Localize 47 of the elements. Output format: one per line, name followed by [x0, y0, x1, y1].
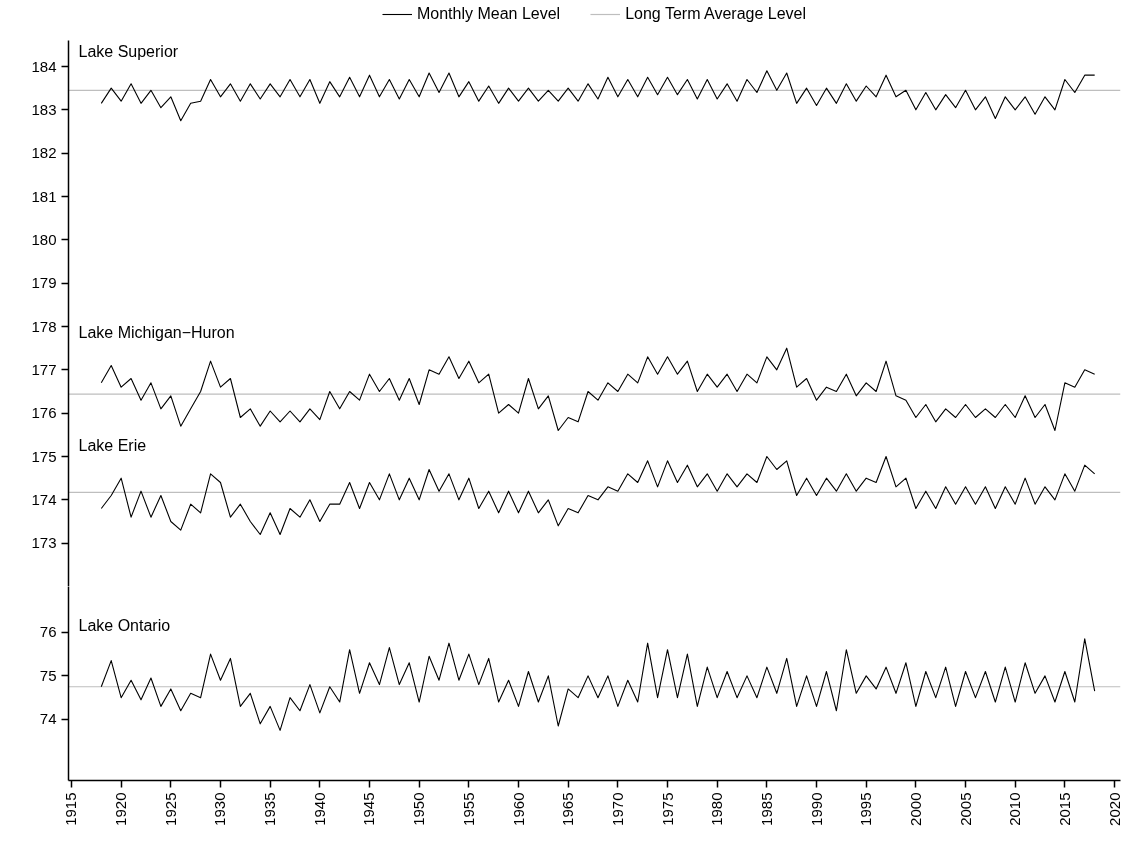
x-tick-label: 1930 [211, 792, 229, 826]
y-tick-label: 174 [31, 490, 57, 508]
line-series [100, 455, 1096, 536]
x-tick-label: 1960 [509, 792, 527, 826]
x-tick-label: 1920 [112, 792, 130, 826]
x-tick-label: 2020 [1105, 792, 1123, 826]
annotation: Lake Ontario [78, 617, 171, 635]
x-tick-label: 1915 [62, 792, 80, 826]
y-tick-label: 184 [31, 57, 57, 75]
y-tick-label: 182 [31, 144, 57, 162]
y-tick-label: 183 [31, 100, 57, 118]
y-tick-label: 75 [39, 666, 57, 684]
y-tick-label: 177 [31, 360, 57, 378]
y-tick-label: 175 [31, 447, 57, 465]
x-tick-label: 1975 [658, 792, 676, 826]
y-tick-label: 180 [31, 230, 57, 248]
x-tick-label: 1990 [807, 792, 825, 826]
x-tick-label: 1980 [708, 792, 726, 826]
x-tick-label: 1940 [310, 792, 328, 826]
x-tick-label: 2015 [1055, 792, 1073, 826]
x-tick-label: 2000 [906, 792, 924, 826]
annotation: Lake Erie [78, 436, 147, 454]
x-tick-label: 1935 [261, 792, 279, 826]
y-tick-label: 74 [39, 710, 57, 728]
x-tick-label: 1955 [459, 792, 477, 826]
x-tick-label: 1950 [410, 792, 428, 826]
legend-label: Long Term Average Level [625, 5, 807, 23]
x-tick-label: 2010 [1006, 792, 1024, 826]
y-tick-label: 181 [31, 187, 57, 205]
x-tick-label: 1945 [360, 792, 378, 826]
legend-label: Monthly Mean Level [416, 5, 561, 23]
line-series [100, 638, 1096, 731]
annotation: Lake Michigan−Huron [78, 324, 235, 342]
y-tick-label: 179 [31, 274, 57, 292]
y-tick-label: 178 [31, 317, 57, 335]
y-tick-label: 173 [31, 534, 57, 552]
annotation: Lake Superior [78, 42, 179, 60]
line-series [100, 70, 1096, 122]
x-tick-label: 1965 [559, 792, 577, 826]
x-tick-label: 2005 [956, 792, 974, 826]
x-tick-label: 1985 [757, 792, 775, 826]
y-tick-label: 176 [31, 404, 57, 422]
x-tick-label: 1995 [857, 792, 875, 826]
x-tick-label: 1925 [161, 792, 179, 826]
y-tick-label: 76 [39, 623, 57, 641]
x-tick-label: 1970 [608, 792, 626, 826]
line-series [100, 347, 1096, 432]
